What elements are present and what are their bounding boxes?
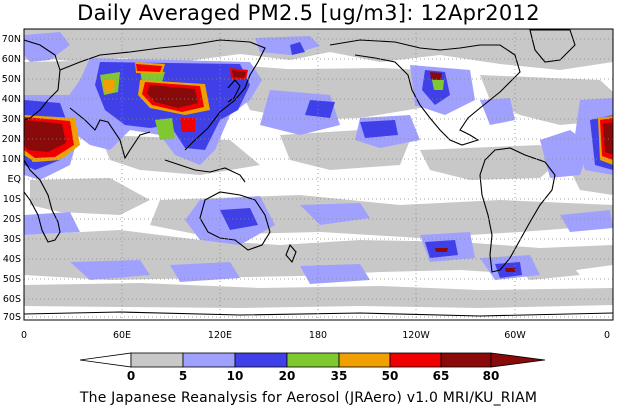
colorbar-swatch: [490, 352, 546, 368]
colorbar-swatch: [440, 352, 492, 368]
colorbar-ticks: 0 5 10 20 35 50 65 80: [127, 369, 500, 383]
map-panel: 70N 60N 50N 40N 30N 20N 10N EQ 10S 20S 3…: [2, 28, 614, 341]
colorbar-tick: 20: [279, 369, 296, 383]
lat-label: 40N: [2, 94, 21, 105]
colorbar-tick: 35: [331, 369, 348, 383]
colorbar-tick: 50: [382, 369, 399, 383]
lat-label: 60S: [3, 294, 21, 305]
lon-label: 180: [309, 330, 327, 341]
colorbar-swatch: [234, 352, 288, 368]
gridlines: [24, 29, 613, 320]
lat-label: 20S: [3, 214, 21, 225]
colorbar-swatch: [130, 352, 184, 368]
coast-africa: [24, 159, 61, 243]
lat-label: 10S: [3, 194, 21, 205]
lat-label: EQ: [8, 174, 21, 185]
lat-label: 70S: [3, 312, 21, 323]
colorbar: 0 5 10 20 35 50 65 80: [79, 352, 546, 383]
coast-antarctica: [24, 311, 613, 317]
coast-australia: [199, 191, 271, 251]
lon-label: 120E: [208, 330, 232, 341]
coast-greenland: [529, 29, 576, 63]
coast-asia: [59, 39, 266, 151]
coast-south-america: [479, 147, 556, 273]
colorbar-tick: 10: [227, 369, 244, 383]
lat-label: 50S: [3, 274, 21, 285]
chart-title: Daily Averaged PM2.5 [ug/m3]: 12Apr2012: [77, 1, 540, 25]
colorbar-tick: 80: [483, 369, 500, 383]
lat-label: 30S: [3, 234, 21, 245]
lat-label: 70N: [2, 34, 21, 45]
colorbar-swatch: [389, 352, 442, 368]
lat-label: 40S: [3, 254, 21, 265]
colorbar-swatch: [286, 352, 340, 368]
coast-nz: [285, 243, 297, 264]
lon-axis: 0 60E 120E 180 120W 60W 0: [21, 330, 610, 341]
colorbar-swatches: [79, 352, 546, 368]
lon-label: 0: [604, 330, 610, 341]
lat-label: 50N: [2, 74, 21, 85]
lon-label: 120W: [402, 330, 430, 341]
colorbar-swatch: [182, 352, 236, 368]
lat-label: 60N: [2, 54, 21, 65]
lat-label: 10N: [2, 154, 21, 165]
lat-axis: 70N 60N 50N 40N 30N 20N 10N EQ 10S 20S 3…: [2, 34, 21, 323]
colorbar-swatch: [79, 352, 132, 368]
map-frame: [23, 28, 614, 321]
colorbar-tick: 5: [179, 369, 187, 383]
lon-label: 60E: [113, 330, 131, 341]
coastlines: [24, 29, 613, 317]
contour-dark-red: [24, 70, 613, 272]
coast-europe-africa: [24, 39, 61, 121]
coast-seasia: [164, 159, 246, 183]
coast-arabia-india: [69, 107, 151, 160]
colorbar-tick: 65: [433, 369, 450, 383]
footer-credit: The Japanese Reanalysis for Aerosol (JRA…: [79, 390, 538, 406]
lat-label: 20N: [2, 134, 21, 145]
lon-label: 60W: [504, 330, 526, 341]
lat-label: 30N: [2, 114, 21, 125]
colorbar-swatch: [338, 352, 391, 368]
lon-label: 0: [21, 330, 27, 341]
colorbar-tick: 0: [127, 369, 135, 383]
